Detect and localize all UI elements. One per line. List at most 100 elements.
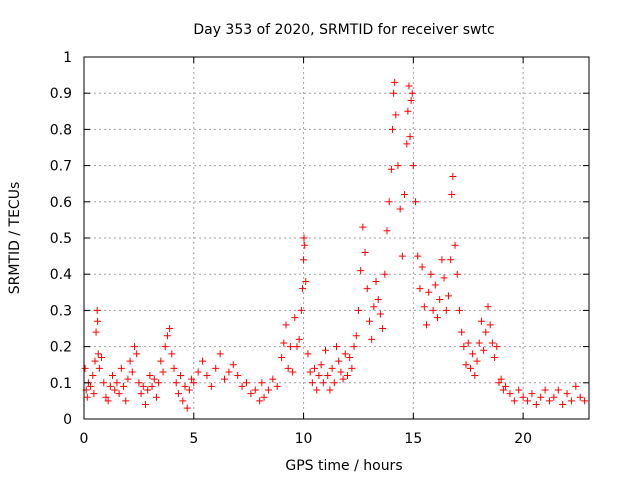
data-point: [392, 111, 400, 119]
data-point: [346, 353, 354, 361]
data-point: [396, 205, 404, 213]
data-point: [462, 361, 470, 369]
data-point: [144, 386, 152, 394]
data-point: [510, 397, 518, 405]
data-point: [284, 364, 292, 372]
data-point: [357, 267, 365, 275]
y-tick-label: 0.4: [50, 267, 72, 283]
data-point: [365, 317, 373, 325]
data-point: [306, 368, 314, 376]
data-point: [109, 372, 117, 380]
data-point: [150, 375, 158, 383]
data-point: [554, 386, 562, 394]
data-point: [94, 317, 102, 325]
data-point: [429, 306, 437, 314]
data-point: [229, 361, 237, 369]
data-point: [453, 270, 461, 278]
data-point: [137, 390, 145, 398]
data-point: [550, 393, 558, 401]
y-tick-label: 0.1: [50, 376, 72, 392]
data-point: [311, 364, 319, 372]
data-point: [131, 343, 138, 351]
data-point: [488, 339, 496, 347]
data-point: [471, 372, 479, 380]
data-point: [174, 390, 182, 398]
data-point: [420, 303, 428, 311]
data-point: [482, 328, 490, 336]
data-point: [442, 306, 450, 314]
data-point: [225, 368, 233, 376]
data-point: [185, 386, 193, 394]
data-point: [376, 310, 384, 318]
data-point: [497, 375, 505, 383]
data-point: [298, 285, 306, 293]
x-tick-label: 20: [514, 431, 532, 447]
data-point: [188, 375, 196, 383]
data-point: [190, 379, 198, 387]
data-point: [493, 343, 501, 351]
data-point: [455, 306, 463, 314]
grid-lines: [84, 57, 589, 419]
data-point: [317, 361, 325, 369]
data-point: [100, 379, 108, 387]
data-point: [322, 346, 330, 354]
data-point: [407, 96, 415, 104]
x-axis-label: GPS time / hours: [285, 458, 402, 474]
y-tick-label: 0.3: [50, 303, 72, 319]
data-point: [414, 252, 422, 260]
data-point: [319, 379, 327, 387]
data-point: [372, 277, 380, 285]
y-tick-label: 0.6: [50, 195, 72, 211]
data-point: [247, 390, 255, 398]
data-point: [381, 270, 389, 278]
x-tick-label: 5: [189, 431, 198, 447]
data-point: [157, 357, 165, 365]
data-point: [113, 379, 121, 387]
data-point: [423, 321, 431, 329]
data-point: [98, 353, 106, 361]
y-tick-label: 0.9: [50, 86, 72, 102]
data-point: [304, 350, 312, 358]
data-point: [352, 332, 360, 340]
data-point: [104, 397, 112, 405]
data-point: [278, 353, 286, 361]
data-point: [475, 339, 483, 347]
data-point: [181, 382, 189, 390]
data-point: [203, 372, 211, 380]
data-point: [111, 386, 119, 394]
data-point: [431, 281, 439, 289]
data-point: [120, 382, 128, 390]
data-point: [403, 140, 411, 148]
data-point: [83, 393, 91, 401]
data-point: [179, 397, 187, 405]
data-point: [416, 285, 424, 293]
y-tick-label: 0.8: [50, 122, 72, 138]
data-point: [81, 364, 89, 372]
data-point: [128, 368, 136, 376]
y-tick-label: 0.5: [50, 231, 72, 247]
data-point: [339, 375, 347, 383]
data-point: [135, 379, 143, 387]
data-point: [436, 296, 444, 304]
data-point: [146, 372, 154, 380]
data-point: [412, 198, 420, 206]
data-point: [242, 379, 250, 387]
data-point: [515, 386, 523, 394]
data-point: [282, 321, 290, 329]
data-point: [406, 133, 414, 141]
data-point: [168, 350, 176, 358]
data-point: [541, 386, 549, 394]
data-point: [301, 241, 309, 249]
data-point: [106, 382, 114, 390]
data-point: [291, 314, 299, 322]
axis-ticks: 00.10.20.30.40.50.60.70.80.910 5 10 15 20: [50, 50, 589, 447]
data-point: [183, 404, 191, 412]
data-point: [387, 165, 395, 173]
data-point: [379, 325, 387, 332]
data-point: [390, 89, 398, 97]
data-point: [486, 321, 494, 329]
data-point: [251, 386, 259, 394]
data-point: [458, 328, 466, 336]
data-point: [91, 357, 99, 365]
